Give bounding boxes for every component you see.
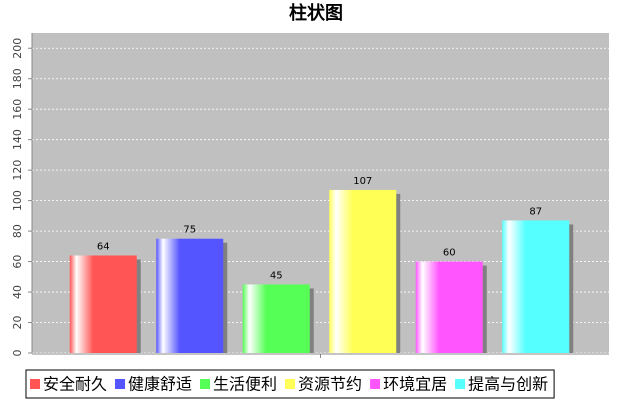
legend-swatch [455,379,466,389]
legend-swatch [200,379,211,389]
chart-title: 柱状图 [289,2,343,24]
value-label: 45 [270,270,283,281]
y-tick-label: 140 [11,129,24,150]
legend-label: 提高与创新 [468,375,548,394]
legend-label: 环境宜居 [383,375,447,394]
y-tick-label: 100 [11,190,24,211]
y-tick-label: 120 [11,160,24,181]
y-tick-label: 80 [11,224,24,238]
bar [329,189,397,353]
legend: 安全耐久 健康舒适 生活便利 资源节约 环境宜居 提高与创新 [25,369,555,399]
value-label: 107 [353,176,372,187]
bar [415,261,483,353]
y-tick-label: 160 [11,99,24,120]
legend-swatch [285,379,296,389]
y-tick-label: 180 [11,68,24,89]
legend-label: 资源节约 [298,375,362,394]
legend-swatch [115,379,126,389]
value-label: 75 [183,225,196,236]
y-tick-label: 200 [11,38,24,59]
legend-label: 生活便利 [213,375,277,394]
bar [502,220,570,353]
value-label: 60 [443,248,456,259]
legend-swatch [30,379,40,389]
y-tick-label: 60 [11,255,24,269]
bar [69,255,137,353]
y-tick-label: 40 [11,285,24,299]
legend-swatch [370,379,381,389]
y-tick-label: 20 [11,316,24,330]
bar [156,238,224,353]
legend-label: 安全耐久 [43,375,107,394]
legend-label: 健康舒适 [128,375,192,394]
y-tick-label: 0 [11,350,24,357]
bar [242,284,310,353]
value-label: 87 [529,206,542,217]
value-label: 64 [97,241,110,252]
